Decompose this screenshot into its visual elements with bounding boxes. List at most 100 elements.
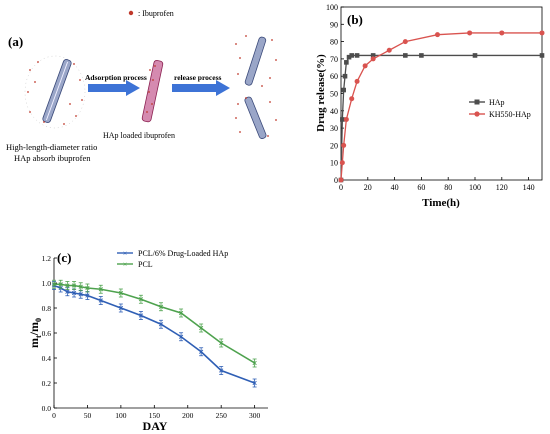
- data-point-pcl-6-drug-loaded-hap: [252, 378, 257, 388]
- data-point-pcl-6-drug-loaded-hap: [118, 303, 123, 313]
- data-point-kh550-hap: [386, 47, 392, 53]
- legend-marker-pcl: ×: [123, 260, 128, 269]
- data-point-pcl-6-drug-loaded-hap: [98, 296, 103, 305]
- data-point-pcl: [51, 279, 57, 289]
- x-tick-label: 120: [496, 183, 508, 192]
- x-tick-label: 0: [52, 411, 56, 420]
- data-point-hap: [472, 53, 478, 58]
- data-point-pcl: [71, 281, 77, 290]
- series-line-pcl: [54, 283, 256, 364]
- y-tick-label: 0.4: [42, 354, 52, 363]
- data-point-kh550-hap: [354, 78, 360, 84]
- y-tick-label: 10: [330, 159, 338, 168]
- x-tick-label: 300: [249, 411, 261, 420]
- hap-loaded-caption: HAp loaded ibuprofen: [103, 131, 175, 140]
- adsorption-process-label: Adsorption process: [85, 73, 147, 82]
- panel-label: (b): [347, 12, 363, 27]
- y-tick-label: 30: [330, 124, 338, 133]
- panel-a: (a) : Ibuprofen Adsorption process: [6, 9, 277, 163]
- y-tick-label: 1.2: [42, 254, 52, 263]
- released-rod-bottom-icon: [235, 96, 277, 140]
- panel-b-chart: (b) 0 20 40 60 80 100 120 140 0 10 20 30 40 50 60 70 80 9…: [315, 3, 545, 209]
- y-tick-label: 100: [326, 3, 338, 12]
- ibuprofen-legend-text: : Ibuprofen: [138, 9, 174, 18]
- left-caption-line-2: HAp absorb ibuprofen: [14, 153, 91, 163]
- series-line-kh550-hap: [340, 32, 542, 181]
- x-tick-label: 100: [469, 183, 481, 192]
- y-tick-label: 0.0: [42, 404, 52, 413]
- y-tick-label: 60: [330, 72, 338, 81]
- data-point-kh550-hap: [499, 30, 505, 36]
- data-point-hap: [349, 53, 355, 58]
- x-tick-label: 0: [339, 183, 343, 192]
- data-point-pcl: [138, 294, 144, 304]
- data-point-pcl: [118, 288, 123, 298]
- ibuprofen-dot-icon: [128, 10, 134, 16]
- hap-loaded-rod-icon: [141, 60, 164, 123]
- left-caption-line-1: High-length-diameter ratio: [6, 142, 97, 152]
- release-process-label: release process: [174, 73, 221, 82]
- data-point-kh550-hap: [339, 160, 345, 166]
- data-point-hap: [370, 53, 376, 58]
- series-line-pcl-6-drug-loaded-hap: [53, 284, 255, 384]
- legend-marker-pcl-drug: ×: [123, 249, 128, 258]
- x-tick-label: 60: [417, 183, 425, 192]
- hap-rod-with-ibuprofen-icon: [24, 55, 86, 129]
- data-point-pcl: [219, 338, 224, 348]
- x-tick-label: 200: [182, 411, 194, 420]
- release-arrow-icon: [172, 80, 230, 96]
- data-point-hap: [340, 117, 345, 122]
- data-point-hap: [346, 54, 352, 60]
- data-point-pcl: [85, 283, 90, 293]
- legend-label-hap: HAp: [489, 98, 505, 107]
- x-axis-label: Time(h): [422, 197, 460, 209]
- y-tick-label: 0.8: [42, 304, 52, 313]
- data-point-pcl: [199, 323, 204, 333]
- data-point-pcl: [78, 282, 83, 292]
- data-point-kh550-hap: [341, 142, 347, 148]
- y-tick-label: 1.0: [42, 279, 52, 288]
- data-point-hap: [539, 53, 545, 58]
- y-tick-label: 40: [330, 107, 338, 116]
- data-point-hap: [354, 53, 360, 58]
- data-point-kh550-hap: [467, 30, 473, 36]
- x-tick-label: 100: [115, 411, 127, 420]
- x-axis-label: DAY: [143, 419, 168, 433]
- y-tick-label: 80: [330, 38, 338, 47]
- legend: HAp KH550-HAp: [469, 98, 531, 119]
- data-point-pcl: [98, 284, 103, 294]
- data-point-pcl-6-drug-loaded-hap: [219, 366, 224, 375]
- y-tick-label: 0.6: [42, 329, 52, 338]
- x-tick-label: 80: [444, 183, 452, 192]
- data-point-pcl: [58, 279, 63, 289]
- data-point-pcl: [178, 308, 184, 318]
- data-point-pcl-6-drug-loaded-hap: [158, 319, 164, 329]
- y-tick-label: 0.2: [42, 379, 52, 388]
- y-axis-label: mt/m0: [27, 318, 43, 348]
- x-tick-label: 150: [149, 411, 161, 420]
- legend-label-kh550: KH550-HAp: [489, 110, 531, 119]
- data-point-kh550-hap: [349, 96, 355, 102]
- panel-label: (c): [57, 250, 71, 265]
- data-point-hap: [419, 53, 424, 58]
- y-tick-label: 90: [330, 20, 338, 29]
- y-tick-label: 70: [330, 55, 338, 64]
- x-tick-label: 20: [364, 183, 372, 192]
- legend-marker-kh550: [474, 111, 480, 117]
- y-axis-label: Drug release(%): [315, 54, 327, 132]
- released-rod-top-icon: [235, 35, 277, 87]
- data-point-hap: [341, 87, 346, 93]
- x-tick-label: 140: [523, 183, 535, 192]
- y-tick-label: 20: [330, 141, 338, 150]
- data-point-pcl: [158, 302, 164, 312]
- adsorption-arrow-icon: [88, 80, 140, 96]
- legend-label-pcl: PCL: [138, 260, 153, 269]
- x-tick-label: 250: [216, 411, 228, 420]
- y-tick-label: 50: [330, 90, 338, 99]
- data-point-pcl-6-drug-loaded-hap: [178, 332, 184, 342]
- data-point-pcl-6-drug-loaded-hap: [138, 311, 144, 320]
- data-point-hap: [403, 53, 408, 58]
- data-point-pcl: [252, 358, 257, 368]
- data-point-pcl-6-drug-loaded-hap: [199, 347, 204, 357]
